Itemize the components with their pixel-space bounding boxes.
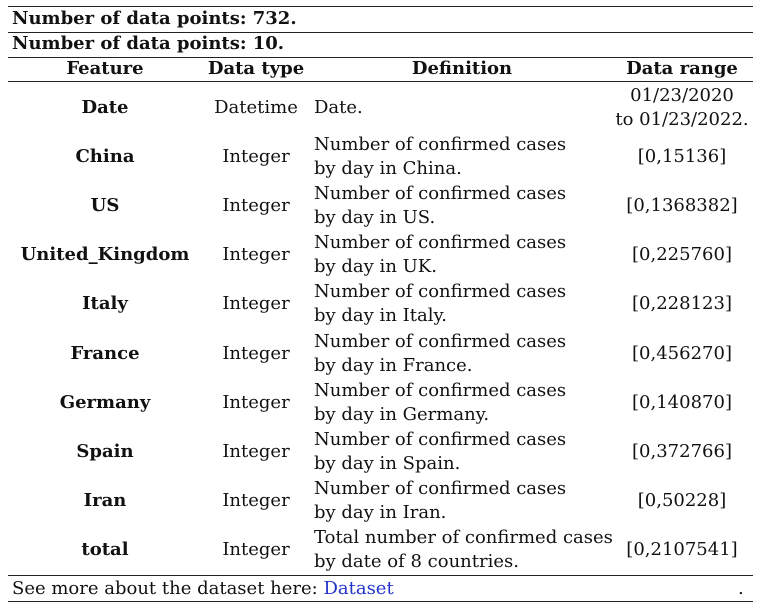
- data-range-line-1: [0,140870]: [632, 391, 732, 413]
- table-row: total Integer Total number of confirmed ca…: [0, 526, 772, 575]
- data-range-cell: [0,225760]: [612, 231, 752, 280]
- data-range-cell: 01/23/2020 to 01/23/2022.: [612, 83, 752, 132]
- header-feature: Feature: [66, 58, 144, 79]
- table-row: Italy Integer Number of confirmed cases by …: [0, 280, 772, 329]
- data-type-cell: Integer: [222, 391, 290, 413]
- rule-2: [8, 57, 753, 58]
- data-type-cell: Integer: [222, 539, 290, 561]
- definition-line-1: Number of confirmed cases: [314, 182, 567, 204]
- top-rule: [8, 6, 753, 7]
- feature-cell: China: [75, 145, 135, 167]
- definition-line-2: by date of 8 countries.: [314, 551, 519, 573]
- banner-1: Number of data points: 732.: [12, 8, 297, 29]
- definition-line-1: Total number of confirmed cases: [314, 527, 613, 549]
- feature-cell: Italy: [82, 293, 128, 315]
- definition-cell: Number of confirmed cases by day in US.: [314, 181, 614, 230]
- definition-cell: Date.: [314, 83, 614, 132]
- feature-cell: Germany: [59, 391, 151, 413]
- rule-1: [8, 32, 753, 33]
- data-range-cell: [0,15136]: [612, 132, 752, 181]
- table-row: Iran Integer Number of confirmed cases by d…: [0, 477, 772, 526]
- table-row: Germany Integer Number of confirmed cases b…: [0, 378, 772, 427]
- definition-line-2: by day in UK.: [314, 256, 437, 278]
- data-type-cell: Integer: [222, 145, 290, 167]
- definition-cell: Number of confirmed cases by day in China…: [314, 132, 614, 181]
- definition-cell: Number of confirmed cases by day in Franc…: [314, 329, 614, 378]
- bottom-rule: [8, 575, 753, 576]
- definition-line-2: by day in US.: [314, 206, 436, 228]
- definition-cell: Number of confirmed cases by day in Spain…: [314, 427, 614, 476]
- definition-cell: Total number of confirmed cases by date o…: [314, 526, 614, 575]
- definition-line-1: Number of confirmed cases: [314, 232, 567, 254]
- definition-line-2: by day in China.: [314, 157, 462, 179]
- data-range-cell: [0,1368382]: [612, 181, 752, 230]
- data-range-line-1: [0,225760]: [632, 244, 732, 266]
- definition-cell: Number of confirmed cases by day in Italy…: [314, 280, 614, 329]
- data-type-cell: Integer: [222, 194, 290, 216]
- definition-line-2: by day in France.: [314, 354, 473, 376]
- data-range-cell: [0,2107541]: [612, 526, 752, 575]
- banner-2: Number of data points: 10.: [12, 33, 285, 54]
- table-row: China Integer Number of confirmed cases by …: [0, 132, 772, 181]
- data-range-cell: [0,50228]: [612, 477, 752, 526]
- data-range-line-1: [0,15136]: [637, 145, 727, 167]
- table-row: United_Kingdom Integer Number of confirmed…: [0, 231, 772, 280]
- definition-line-1: Number of confirmed cases: [314, 281, 567, 303]
- table-row: Spain Integer Number of confirmed cases by …: [0, 427, 772, 476]
- feature-cell: Date: [81, 96, 129, 118]
- definition-line-2: by day in Italy.: [314, 305, 447, 327]
- data-range-line-1: [0,372766]: [632, 440, 732, 462]
- feature-cell: France: [70, 342, 140, 364]
- dataset-link[interactable]: Dataset: [323, 578, 394, 599]
- footer-rule: [8, 601, 753, 602]
- data-range-line-1: [0,456270]: [632, 342, 732, 364]
- header-data-type: Data type: [207, 58, 305, 79]
- definition-line-1: Number of confirmed cases: [314, 379, 567, 401]
- header-data-range: Data range: [626, 58, 738, 79]
- data-range-cell: [0,228123]: [612, 280, 752, 329]
- definition-cell: Number of confirmed cases by day in Germa…: [314, 378, 614, 427]
- feature-cell: US: [90, 194, 120, 216]
- definition-line-2: by day in Germany.: [314, 403, 490, 425]
- data-range-line-2: to 01/23/2022.: [615, 108, 749, 130]
- data-type-cell: Integer: [222, 293, 290, 315]
- definition-line-1: Date.: [314, 96, 363, 118]
- data-range-line-1: [0,1368382]: [626, 194, 738, 216]
- data-type-cell: Integer: [222, 244, 290, 266]
- footer-note: See more about the dataset here: Dataset: [12, 578, 394, 600]
- definition-line-1: Number of confirmed cases: [314, 133, 567, 155]
- definition-cell: Number of confirmed cases by day in Iran.: [314, 477, 614, 526]
- table-row: US Integer Number of confirmed cases by day…: [0, 181, 772, 230]
- footer-trailing-dot: .: [738, 578, 744, 599]
- data-range-line-1: [0,50228]: [637, 490, 727, 512]
- feature-cell: Iran: [83, 490, 127, 512]
- feature-cell: Spain: [76, 440, 134, 462]
- table-row: Date Datetime Date. 01/23/2020 to 01/23/2022…: [0, 83, 772, 132]
- definition-line-2: by day in Iran.: [314, 502, 447, 524]
- feature-cell: total: [81, 539, 129, 561]
- data-range-cell: [0,456270]: [612, 329, 752, 378]
- data-type-cell: Integer: [222, 342, 290, 364]
- data-range-cell: [0,140870]: [612, 378, 752, 427]
- header-definition: Definition: [411, 58, 513, 79]
- header-rule: [8, 81, 753, 82]
- feature-cell: United_Kingdom: [20, 244, 190, 266]
- table-row: France Integer Number of confirmed cases by…: [0, 329, 772, 378]
- definition-cell: Number of confirmed cases by day in UK.: [314, 231, 614, 280]
- definition-line-1: Number of confirmed cases: [314, 330, 567, 352]
- footer-text: See more about the dataset here:: [12, 578, 324, 599]
- definition-line-1: Number of confirmed cases: [314, 428, 567, 450]
- data-type-cell: Datetime: [214, 96, 298, 118]
- data-type-cell: Integer: [222, 440, 290, 462]
- data-range-line-1: [0,2107541]: [626, 539, 738, 561]
- definition-line-2: by day in Spain.: [314, 452, 461, 474]
- definition-line-1: Number of confirmed cases: [314, 478, 567, 500]
- data-range-cell: [0,372766]: [612, 427, 752, 476]
- data-range-line-1: 01/23/2020: [630, 84, 734, 106]
- data-type-cell: Integer: [222, 490, 290, 512]
- data-range-line-1: [0,228123]: [632, 293, 732, 315]
